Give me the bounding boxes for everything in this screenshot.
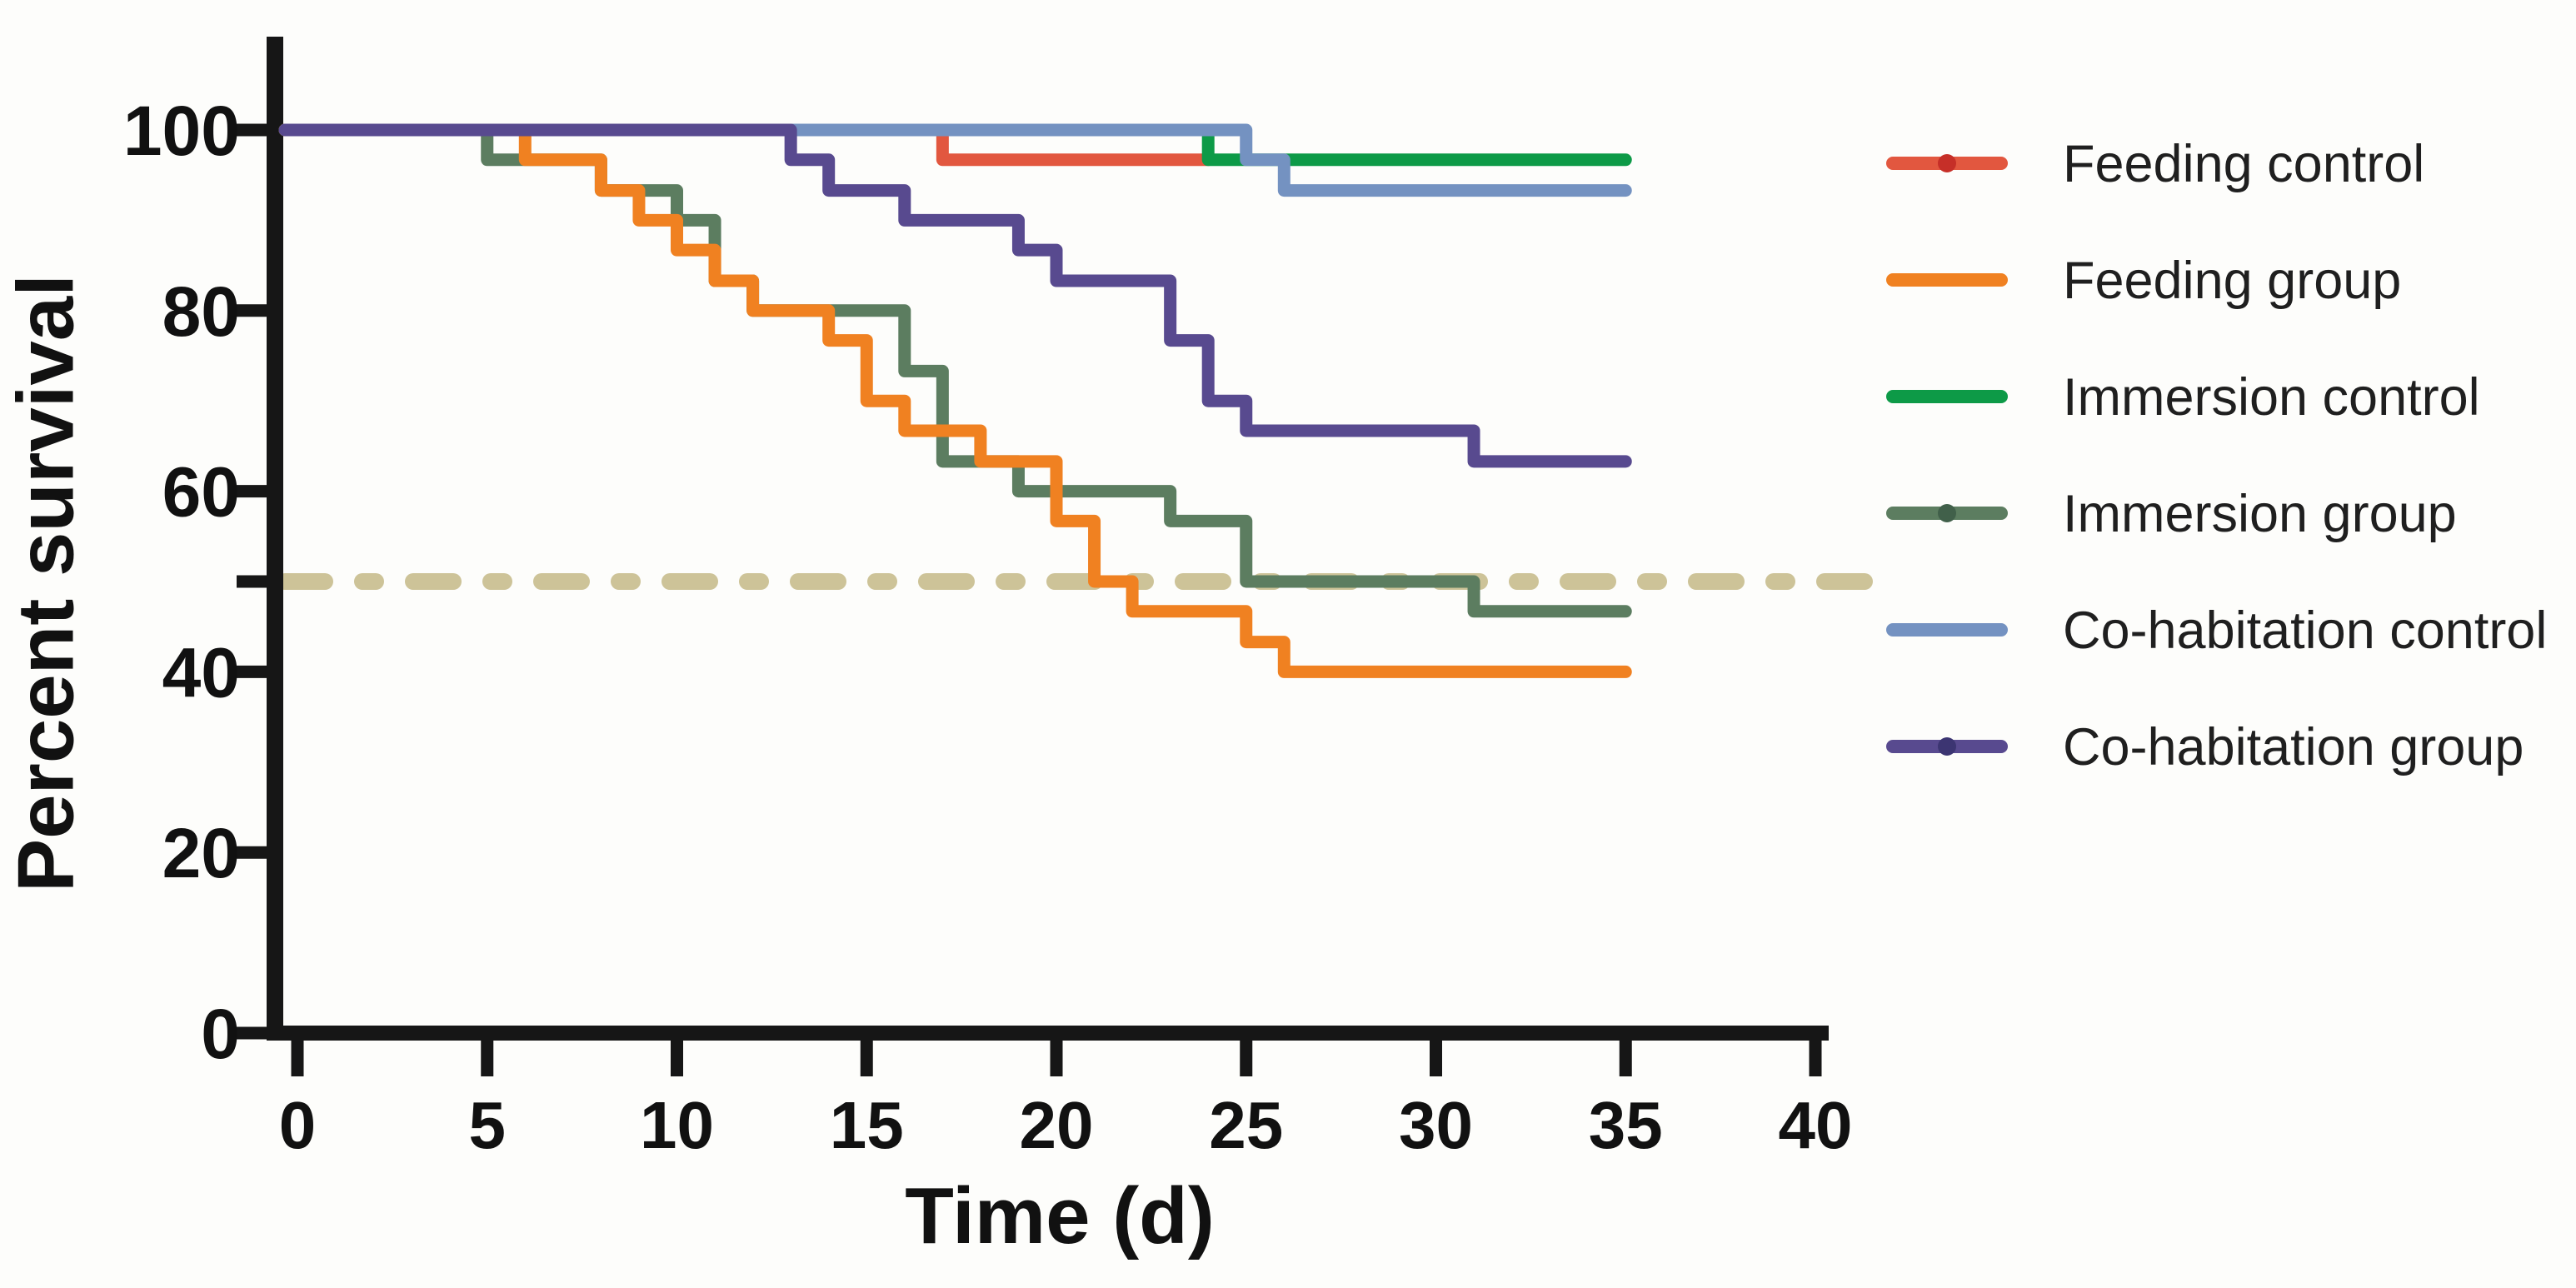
x-tick-label-15: 15 — [830, 1088, 904, 1162]
y-tick-label-0: 0 — [201, 995, 240, 1073]
x-tick-label-30: 30 — [1399, 1088, 1473, 1162]
series-feeding-group — [278, 123, 1632, 678]
legend-label-immersion-control: Immersion control — [2063, 368, 2480, 427]
legend-swatch-dot-immersion-group — [1938, 504, 1956, 522]
x-tick-label-25: 25 — [1209, 1088, 1283, 1162]
legend-swatch-dot-feeding-control — [1938, 154, 1956, 172]
x-tick-label-35: 35 — [1589, 1088, 1663, 1162]
legend-label-co-habitation-group: Co-habitation group — [2063, 718, 2524, 776]
legend-label-co-habitation-control: Co-habitation control — [2063, 602, 2547, 660]
series-immersion-group — [278, 123, 1632, 618]
legend-layer: Feeding control Feeding group Immersion co… — [1886, 135, 2547, 776]
legend-swatch-dot-co-habitation-group — [1938, 737, 1956, 756]
y-tick-label-100: 100 — [123, 92, 240, 170]
series-co-habitation-control — [278, 123, 1632, 197]
x-tick-label-40: 40 — [1779, 1088, 1853, 1162]
legend-item-co-habitation-group: Co-habitation group — [1886, 718, 2524, 776]
x-axis-title: Time (d) — [905, 1171, 1215, 1261]
x-tick-label-20: 20 — [1020, 1088, 1094, 1162]
legend-item-immersion-group: Immersion group — [1886, 485, 2457, 543]
x-tick-label-0: 0 — [279, 1088, 317, 1162]
legend-label-feeding-group: Feeding group — [2063, 252, 2401, 310]
y-tick-label-60: 60 — [162, 453, 240, 532]
x-tick-label-10: 10 — [640, 1088, 714, 1162]
curves-layer — [278, 123, 1632, 678]
legend-item-immersion-control: Immersion control — [1886, 368, 2480, 427]
y-tick-label-40: 40 — [162, 633, 240, 711]
y-tick-label-20: 20 — [162, 814, 240, 892]
x-tick-label-5: 5 — [469, 1088, 507, 1162]
y-axis-title: Percent survival — [1, 274, 90, 892]
legend-label-immersion-group: Immersion group — [2063, 485, 2457, 543]
axes-layer: 0 20 40 60 80 100 0 5 10 15 20 25 30 35 40 — [123, 37, 1853, 1162]
legend-item-feeding-group: Feeding group — [1886, 252, 2401, 310]
series-co-habitation-group — [278, 123, 1632, 468]
legend-label-feeding-control: Feeding control — [2063, 135, 2424, 193]
legend-item-feeding-control: Feeding control — [1886, 135, 2424, 193]
legend-item-co-habitation-control: Co-habitation control — [1886, 602, 2547, 660]
y-tick-label-80: 80 — [162, 272, 240, 351]
